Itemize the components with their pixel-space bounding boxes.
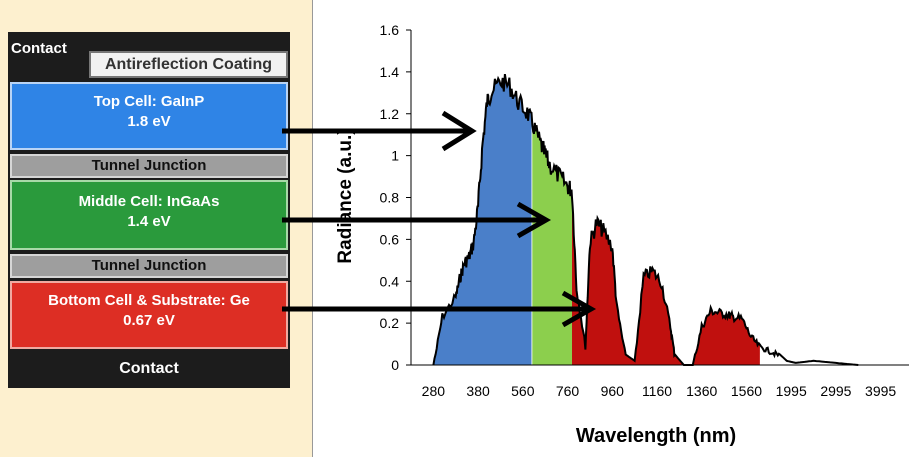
- y-axis-title: Radiance (a.u.): [335, 128, 356, 263]
- x-tick-label: 380: [466, 383, 490, 399]
- tunnel-junction-1: Tunnel Junction: [10, 154, 288, 178]
- y-tick-label: 0: [391, 357, 399, 373]
- x-tick-label: 1995: [776, 383, 807, 399]
- x-tick-label: 1160: [642, 383, 672, 399]
- top-cell-layer: Top Cell: GaInP 1.8 eV: [10, 82, 288, 150]
- x-axis-title: Wavelength (nm): [576, 425, 736, 447]
- top-cell-bandgap: 1.8 eV: [127, 113, 171, 130]
- y-tick-label: 1.4: [380, 64, 400, 80]
- x-tick-label: 760: [556, 383, 580, 399]
- x-tick-label: 280: [422, 383, 446, 399]
- middle-cell-name: Middle Cell: InGaAs: [78, 193, 220, 210]
- x-tick-label: 1360: [686, 383, 717, 399]
- x-tick-label: 560: [511, 383, 535, 399]
- bottom-cell-name: Bottom Cell & Substrate: Ge: [48, 292, 250, 309]
- x-tick-label: 2995: [820, 383, 851, 399]
- y-tick-label: 1.2: [380, 106, 400, 122]
- bottom-cell-bandgap: 0.67 eV: [123, 312, 175, 329]
- x-tick-label: 960: [601, 383, 625, 399]
- x-tick-label: 3995: [865, 383, 896, 399]
- spectrum-chart-svg: 0 0.2 0.4 0.6 0.8 1 1.2 1.4 1.6 280 380 560 760 960 1…: [335, 22, 909, 447]
- x-tick-label: 1560: [731, 383, 762, 399]
- tunnel-junction-2: Tunnel Junction: [10, 254, 288, 278]
- top-contact-label: Contact: [11, 40, 67, 57]
- solar-cell-stack: Contact Antireflection Coating Top Cell:…: [8, 32, 290, 388]
- spectrum-chart: 0 0.2 0.4 0.6 0.8 1 1.2 1.4 1.6 280 380 560 760 960 1…: [312, 0, 914, 457]
- top-cell-name: Top Cell: GaInP: [93, 93, 205, 110]
- middle-cell-layer: Middle Cell: InGaAs 1.4 eV: [10, 180, 288, 250]
- y-tick-label: 0.6: [380, 231, 400, 247]
- y-tick-label: 0.4: [380, 273, 400, 289]
- middle-cell-bandgap: 1.4 eV: [127, 213, 171, 230]
- bottom-cell-layer: Bottom Cell & Substrate: Ge 0.67 eV: [10, 281, 288, 349]
- middle-cell-absorption-band: [532, 122, 573, 365]
- y-tick-label: 1: [391, 148, 399, 164]
- antireflection-coating-layer: Antireflection Coating: [89, 51, 288, 78]
- y-tick-label: 0.2: [380, 315, 400, 331]
- y-tick-label: 1.6: [380, 22, 400, 38]
- spectrum-curve: [432, 73, 859, 366]
- y-tick-label: 0.8: [380, 190, 400, 206]
- bottom-contact-label: Contact: [119, 360, 179, 377]
- top-cell-absorption-band: [433, 74, 532, 365]
